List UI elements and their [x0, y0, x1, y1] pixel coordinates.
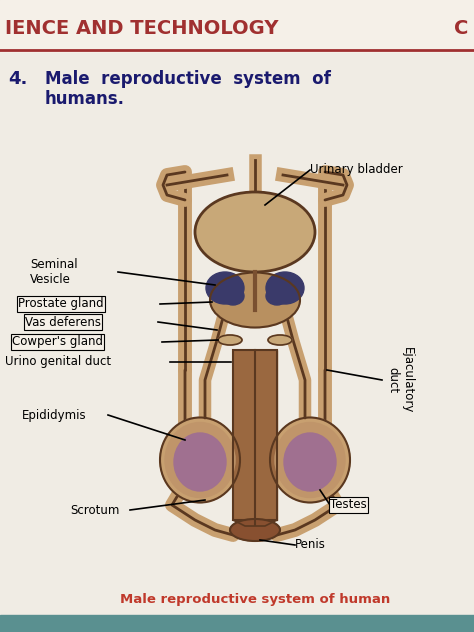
- Ellipse shape: [195, 192, 315, 272]
- Text: Ejaculatory
duct: Ejaculatory duct: [386, 347, 414, 413]
- Text: Testes: Testes: [330, 499, 367, 511]
- Ellipse shape: [275, 423, 345, 497]
- Bar: [0, 615, 474, 632]
- Text: Prostate gland: Prostate gland: [18, 298, 104, 310]
- Ellipse shape: [266, 287, 288, 305]
- Text: Vas deferens: Vas deferens: [25, 315, 101, 329]
- Text: IENCE AND TECHNOLOGY: IENCE AND TECHNOLOGY: [5, 18, 279, 37]
- Text: Epididymis: Epididymis: [22, 408, 87, 422]
- Bar: [233, 350, 277, 520]
- Ellipse shape: [165, 423, 235, 497]
- Ellipse shape: [270, 418, 350, 502]
- Ellipse shape: [284, 433, 336, 491]
- Ellipse shape: [174, 433, 226, 491]
- Text: Scrotum: Scrotum: [70, 504, 119, 516]
- Ellipse shape: [210, 272, 300, 327]
- Text: Male  reproductive  system  of: Male reproductive system of: [45, 70, 331, 88]
- Ellipse shape: [218, 335, 242, 345]
- Ellipse shape: [266, 272, 304, 304]
- Text: Male reproductive system of human: Male reproductive system of human: [120, 593, 390, 607]
- Ellipse shape: [206, 272, 244, 304]
- Text: Penis: Penis: [295, 538, 326, 552]
- Text: humans.: humans.: [45, 90, 125, 108]
- Ellipse shape: [268, 335, 292, 345]
- Ellipse shape: [160, 418, 240, 502]
- Ellipse shape: [222, 287, 244, 305]
- Text: C: C: [454, 18, 468, 37]
- Text: Seminal
Vesicle: Seminal Vesicle: [30, 258, 78, 286]
- Text: 4.: 4.: [8, 70, 27, 88]
- Text: Urino genital duct: Urino genital duct: [5, 355, 111, 368]
- Ellipse shape: [230, 519, 280, 541]
- Text: Cowper's gland: Cowper's gland: [12, 336, 103, 348]
- Bar: [0, 0, 474, 52]
- Bar: [233, 350, 277, 520]
- Text: Urinary bladder: Urinary bladder: [310, 164, 403, 176]
